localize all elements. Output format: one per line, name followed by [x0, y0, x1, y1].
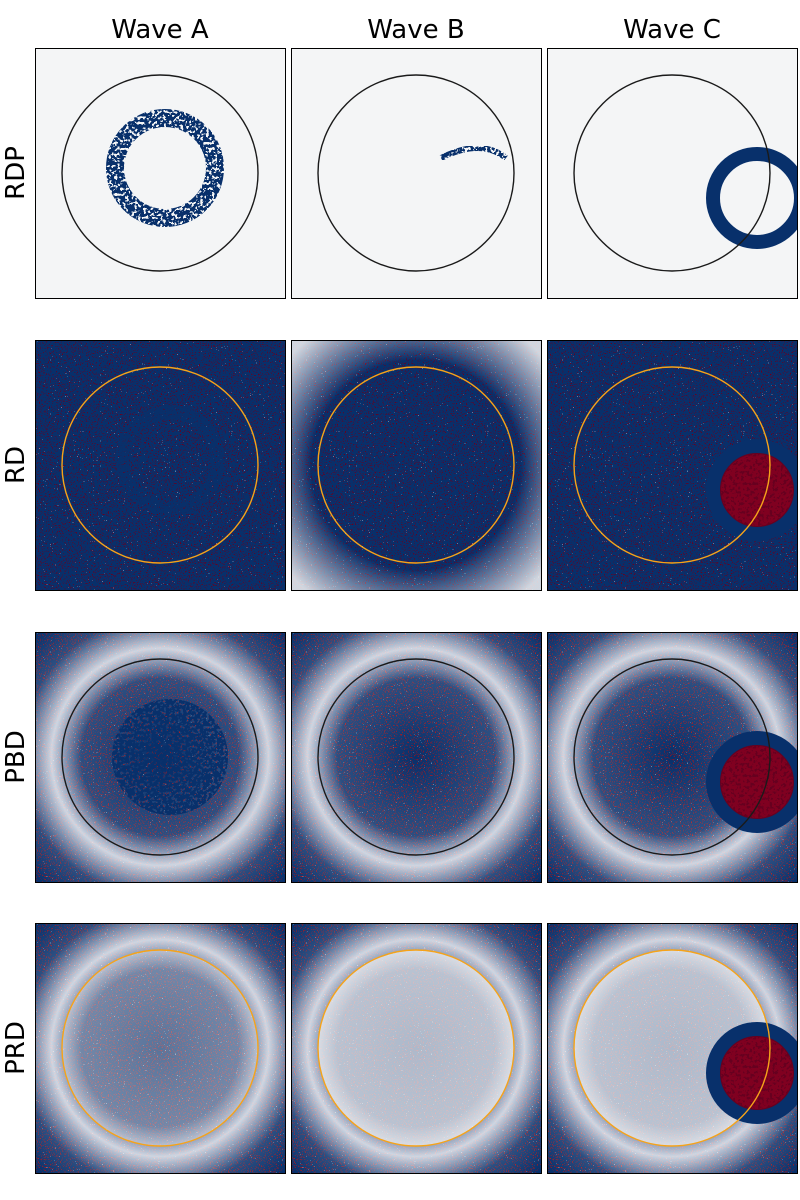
panel-border: [547, 340, 798, 591]
panel: [35, 632, 285, 882]
panel-border: [291, 632, 542, 883]
row-label: RDP: [1, 146, 31, 200]
wave-front: [439, 145, 508, 161]
limb-circle: [573, 366, 771, 564]
panel-border: [35, 632, 286, 883]
panel-border: [35, 923, 286, 1174]
row-label: RD: [1, 446, 31, 484]
limb-circle: [61, 949, 259, 1147]
panel: [547, 632, 797, 882]
panel-border: [35, 340, 286, 591]
panel-border: [291, 48, 542, 299]
panel: [291, 923, 541, 1173]
panel: [291, 48, 541, 298]
panel: [35, 923, 285, 1173]
panel-border: [291, 923, 542, 1174]
panel-border: [35, 48, 286, 299]
panel: [35, 340, 285, 590]
limb-circle: [61, 366, 259, 564]
wave-front: [706, 147, 797, 249]
limb-circle: [317, 658, 515, 856]
panel-border: [547, 48, 798, 299]
panel-border: [291, 340, 542, 591]
column-title: Wave C: [623, 15, 721, 45]
limb-circle: [573, 74, 771, 272]
wave-front: [115, 405, 225, 515]
panel: [547, 340, 797, 590]
speckle: [547, 48, 797, 298]
panel: [35, 48, 285, 298]
limb-circle: [573, 949, 771, 1147]
column-title: Wave A: [111, 15, 209, 45]
panel: [291, 340, 541, 590]
limb-circle: [317, 74, 515, 272]
panel: [547, 48, 797, 298]
limb-circle: [573, 658, 771, 856]
row-label: PRD: [1, 1021, 31, 1075]
column-title: Wave B: [367, 15, 464, 45]
halo: [291, 632, 541, 882]
speckle: [291, 48, 541, 298]
limb-circle: [317, 366, 515, 564]
limb-circle: [61, 74, 259, 272]
panel-border: [547, 923, 798, 1174]
halo: [35, 923, 285, 1173]
wave-core: [721, 746, 793, 818]
disk-wash: [318, 950, 514, 1146]
wave-core: [721, 1037, 793, 1109]
panel: [547, 923, 797, 1173]
row-label: PBD: [1, 730, 31, 784]
panel: [291, 632, 541, 882]
disk-wash: [62, 950, 258, 1146]
limb-circle: [61, 658, 259, 856]
speckle-white: [35, 340, 285, 590]
wave-core: [721, 454, 793, 526]
speckle: [35, 48, 285, 298]
wave-front: [112, 699, 228, 815]
panel-border: [547, 632, 798, 883]
wave-front: [106, 109, 224, 227]
limb-circle: [317, 949, 515, 1147]
fade: [291, 340, 541, 590]
